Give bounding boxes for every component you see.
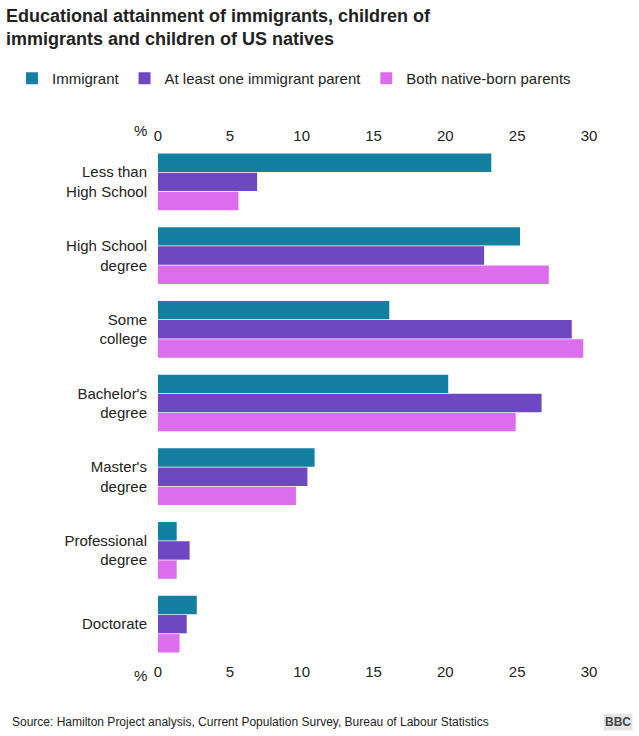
svg-text:Less thanHigh School: Less thanHigh School	[66, 163, 147, 200]
svg-text:15: 15	[365, 127, 382, 144]
svg-text:20: 20	[437, 127, 454, 144]
svg-text:High Schooldegree: High Schooldegree	[66, 237, 147, 274]
svg-text:Professionaldegree: Professionaldegree	[64, 532, 147, 569]
svg-text:Somecollege: Somecollege	[99, 311, 147, 348]
svg-text:BBC: BBC	[605, 715, 631, 729]
svg-text:%: %	[134, 122, 147, 139]
svg-text:10: 10	[293, 127, 310, 144]
svg-text:25: 25	[509, 127, 526, 144]
svg-text:0: 0	[154, 663, 162, 680]
svg-text:25: 25	[509, 663, 526, 680]
svg-text:0: 0	[154, 127, 162, 144]
svg-text:Both native-born parents: Both native-born parents	[406, 70, 570, 87]
svg-text:Bachelor'sdegree: Bachelor'sdegree	[77, 385, 147, 422]
svg-text:Source: Hamilton Project analy: Source: Hamilton Project analysis, Curre…	[12, 715, 489, 729]
svg-text:Educational attainment of immi: Educational attainment of immigrants, ch…	[6, 6, 431, 49]
svg-text:20: 20	[437, 663, 454, 680]
svg-text:15: 15	[365, 663, 382, 680]
svg-text:At least one immigrant parent: At least one immigrant parent	[165, 70, 362, 87]
svg-text:30: 30	[581, 663, 598, 680]
svg-text:5: 5	[226, 663, 234, 680]
svg-text:10: 10	[293, 663, 310, 680]
svg-text:30: 30	[581, 127, 598, 144]
svg-text:Master'sdegree: Master'sdegree	[91, 458, 147, 495]
svg-text:5: 5	[226, 127, 234, 144]
svg-text:Doctorate: Doctorate	[82, 615, 147, 632]
svg-text:Immigrant: Immigrant	[52, 70, 120, 87]
svg-text:%: %	[134, 667, 147, 684]
